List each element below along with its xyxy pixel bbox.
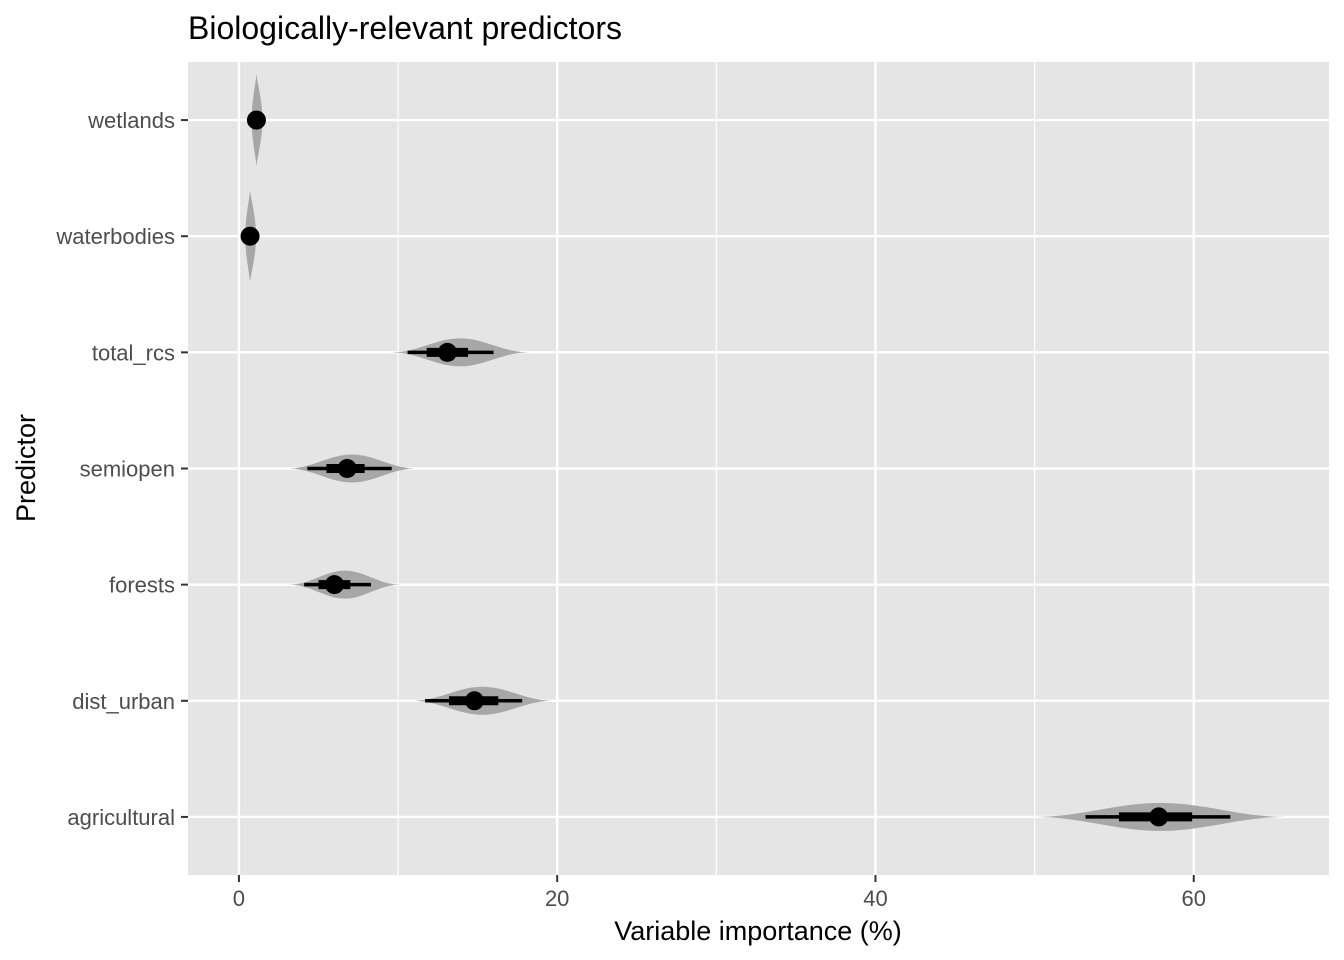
point-dist_urban	[464, 691, 484, 711]
x-tick-label: 60	[1181, 886, 1205, 911]
y-tick-label-dist_urban: dist_urban	[72, 689, 175, 714]
y-tick-label-forests: forests	[109, 573, 175, 598]
x-axis-title: Variable importance (%)	[614, 916, 902, 946]
y-tick-label-semiopen: semiopen	[80, 457, 175, 482]
x-axis: 0 20 40 60	[233, 875, 1206, 911]
chart-title: Biologically-relevant predictors	[188, 10, 622, 46]
point-semiopen	[337, 459, 357, 478]
y-axis-title: Predictor	[11, 414, 41, 522]
point-total_rcs	[437, 342, 457, 362]
y-axis: wetlands waterbodies total_rcs semiopen fore…	[55, 108, 188, 830]
y-tick-label-waterbodies: waterbodies	[55, 224, 175, 249]
x-tick-label: 40	[863, 886, 887, 911]
point-wetlands	[246, 110, 266, 130]
point-waterbodies	[240, 226, 260, 246]
y-tick-label-agricultural: agricultural	[67, 805, 175, 830]
point-forests	[324, 575, 344, 595]
x-tick-label: 0	[233, 886, 245, 911]
point-agricultural	[1149, 807, 1169, 827]
y-tick-label-total_rcs: total_rcs	[92, 340, 175, 365]
point-estimates	[240, 110, 1169, 827]
y-tick-label-wetlands: wetlands	[87, 108, 175, 133]
x-tick-label: 20	[545, 886, 569, 911]
